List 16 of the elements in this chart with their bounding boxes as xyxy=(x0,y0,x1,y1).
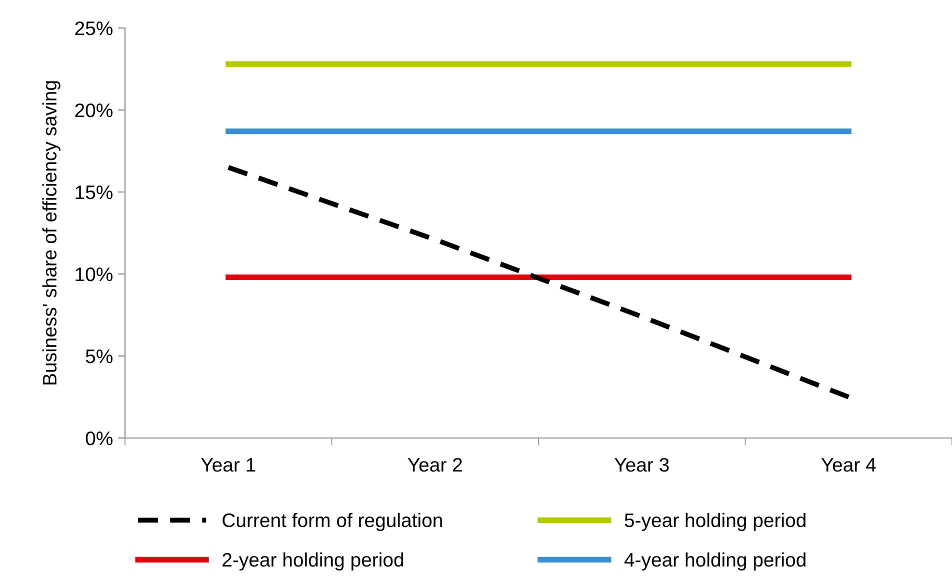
x-tick-label: Year 1 xyxy=(201,458,256,472)
y-tick-label: 25% xyxy=(75,21,113,36)
legend-label: 5-year holding period xyxy=(624,512,806,532)
x-tick-label: Year 2 xyxy=(408,458,462,472)
legend-label: 4-year holding period xyxy=(624,552,806,571)
y-axis-title: Business' share of efficiency saving xyxy=(42,81,60,384)
y-tick-label: 20% xyxy=(75,103,113,118)
y-tick-label: 10% xyxy=(76,267,113,282)
legend-label: 2-year holding period xyxy=(222,552,404,571)
y-tick-label: 5% xyxy=(86,350,113,364)
y-tick-label: 15% xyxy=(76,186,113,200)
legend-label: Current form of regulation xyxy=(222,512,442,532)
line-series xyxy=(226,164,852,400)
x-tick-label: Year 3 xyxy=(614,458,669,472)
x-tick-label: Year 4 xyxy=(821,458,876,472)
y-tick-label: 0% xyxy=(86,431,113,446)
